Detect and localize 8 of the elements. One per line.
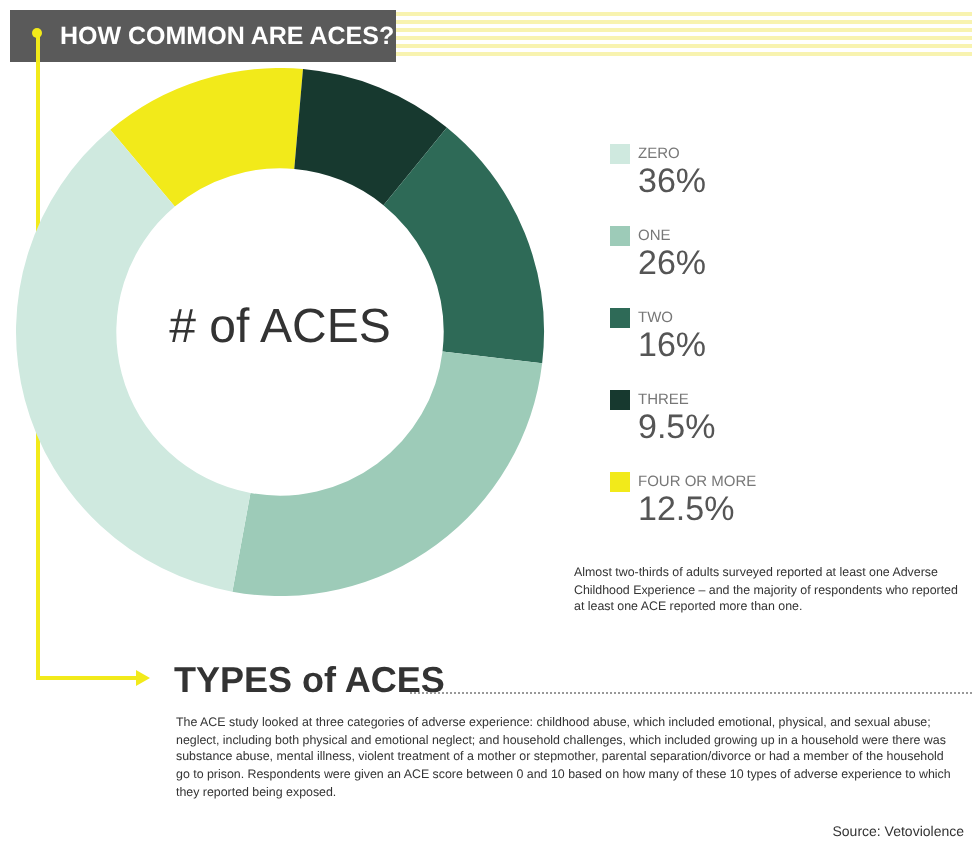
data-label: 36% (638, 162, 707, 201)
data-label: 16% (638, 326, 707, 365)
text: TYPES of ACES (174, 660, 445, 702)
data-label: 26% (638, 244, 707, 283)
text: # of ACES (167, 300, 393, 356)
chart-title: HOW COMMON ARE ACES? (60, 22, 395, 50)
data-label: 9.5% (638, 408, 716, 447)
data-label: 12.5% (638, 490, 735, 529)
